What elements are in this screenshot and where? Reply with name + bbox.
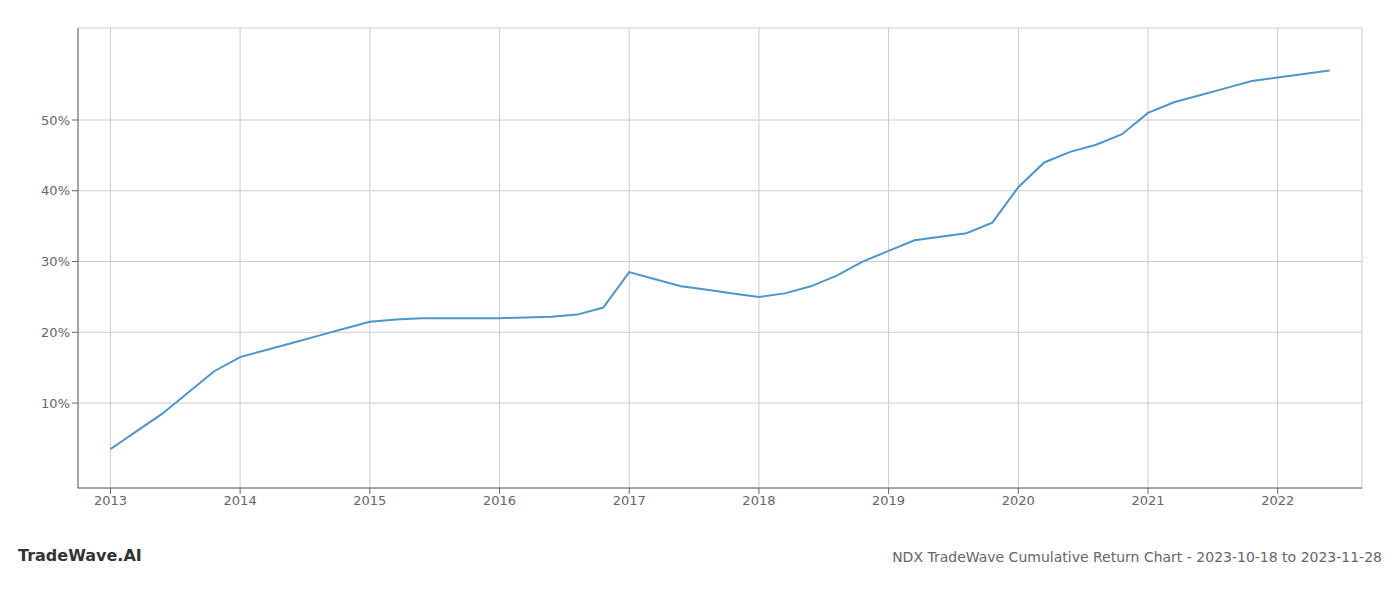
svg-text:20%: 20% [41, 325, 70, 340]
svg-text:2014: 2014 [224, 493, 257, 508]
svg-text:2016: 2016 [483, 493, 516, 508]
svg-text:2013: 2013 [94, 493, 127, 508]
html-text:NDX TradeWave Cumulative Retur: NDX TradeWave Cumulative Return Chart - … [892, 549, 1382, 565]
svg-text:10%: 10% [41, 396, 70, 411]
svg-text:2019: 2019 [872, 493, 905, 508]
svg-text:40%: 40% [41, 183, 70, 198]
html-text:TradeWave.AI: TradeWave.AI [18, 546, 142, 565]
svg-text:2018: 2018 [742, 493, 775, 508]
svg-text:2021: 2021 [1131, 493, 1164, 508]
svg-text:30%: 30% [41, 254, 70, 269]
svg-text:2022: 2022 [1261, 493, 1294, 508]
svg-text:2017: 2017 [613, 493, 646, 508]
svg-text:50%: 50% [41, 113, 70, 128]
svg-text:2015: 2015 [353, 493, 386, 508]
svg-text:2020: 2020 [1002, 493, 1035, 508]
